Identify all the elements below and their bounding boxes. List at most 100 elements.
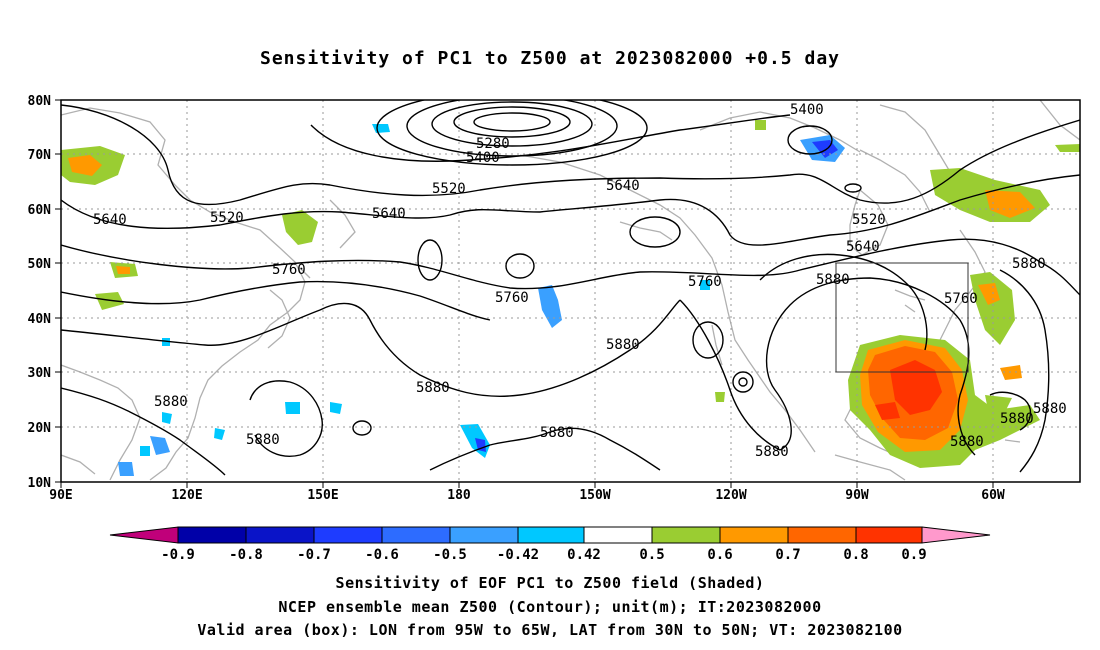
map-frame [60, 99, 1081, 483]
negative-shading-region [475, 438, 486, 452]
positive-shading-region [1055, 144, 1080, 152]
lon-label: 60W [981, 488, 1005, 503]
colorbar-label: 0.6 [707, 547, 732, 563]
positive-shading-region [875, 402, 900, 420]
positive-shading-region [715, 392, 725, 402]
contour-label: 5880 [950, 434, 984, 450]
positive-shading-region [985, 395, 1012, 412]
negative-shading-region [538, 285, 562, 328]
contour-label: 5880 [154, 394, 188, 410]
colorbar-cell [449, 526, 519, 544]
positive-shading-region [755, 120, 766, 130]
negative-shading-region [118, 462, 134, 476]
positive-shading-region [978, 283, 1000, 305]
colorbar-label: -0.7 [297, 547, 331, 563]
lat-label: 40N [28, 312, 52, 327]
positive-shading-region [116, 266, 130, 274]
colorbar-cell [651, 526, 721, 544]
lon-label: 120E [171, 488, 202, 503]
contour-label: 5640 [93, 212, 127, 228]
contour-label: 5880 [816, 272, 850, 288]
lon-label: 180 [447, 488, 471, 503]
axis-ticks [55, 99, 994, 488]
contour-label: 5520 [852, 212, 886, 228]
contour-label: 5640 [372, 206, 406, 222]
caption-line-3: Valid area (box): LON from 95W to 65W, L… [197, 621, 903, 639]
lat-label: 10N [28, 476, 52, 491]
contour-label: 5880 [1033, 401, 1067, 417]
colorbar-cell [787, 526, 857, 544]
colorbar-cell [855, 526, 923, 544]
contour-label: 5280 [476, 136, 510, 152]
negative-shading-region [162, 412, 172, 424]
colorbar-label: 0.8 [843, 547, 868, 563]
colorbar-label: 0.7 [775, 547, 800, 563]
contour-label: 5520 [210, 210, 244, 226]
negative-shading-region [285, 402, 300, 414]
graticule [61, 100, 1080, 482]
lon-label: 90W [845, 488, 869, 503]
negative-shading-region [162, 338, 170, 346]
colorbar-cell [381, 526, 451, 544]
contour-label: 5880 [1000, 411, 1034, 427]
positive-shading-region [985, 190, 1035, 218]
caption-line-1: Sensitivity of EOF PC1 to Z500 field (Sh… [335, 574, 765, 592]
contour-label: 5880 [1012, 256, 1046, 272]
colorbar-label: -0.5 [433, 547, 467, 563]
contour-label: 5400 [466, 150, 500, 166]
lon-label: 150E [307, 488, 338, 503]
contour-label: 5760 [688, 274, 722, 290]
lon-label: 150W [579, 488, 610, 503]
lat-label: 60N [28, 203, 52, 218]
positive-shading-region [282, 210, 318, 245]
lat-label: 20N [28, 421, 52, 436]
caption-line-2: NCEP ensemble mean Z500 (Contour); unit(… [278, 598, 822, 616]
negative-shading-region [150, 436, 170, 455]
colorbar-cell [109, 526, 179, 544]
contour-label: 5640 [606, 178, 640, 194]
colorbar-label: -0.42 [497, 547, 539, 563]
plot-title: Sensitivity of PC1 to Z500 at 2023082000… [259, 48, 840, 69]
positive-shading-region [68, 155, 102, 176]
contour-label: 5760 [495, 290, 529, 306]
colorbar-label: -0.9 [161, 547, 195, 563]
lon-label: 90E [49, 488, 72, 503]
negative-shading-region [330, 402, 342, 414]
contour-label: 5520 [432, 181, 466, 197]
colorbar-label: -0.6 [365, 547, 399, 563]
colorbar-cell [719, 526, 789, 544]
colorbar-label: 0.5 [639, 547, 664, 563]
negative-shading-region [700, 280, 710, 290]
contour-label: 5880 [246, 432, 280, 448]
colorbar-label: 0.42 [567, 547, 601, 563]
contour-label: 5400 [790, 102, 824, 118]
contour-label: 5640 [846, 239, 880, 255]
contour-label: 5880 [606, 337, 640, 353]
lat-label: 30N [28, 366, 52, 381]
colorbar [109, 526, 991, 544]
contour-label: 5880 [416, 380, 450, 396]
contour-label: 5760 [272, 262, 306, 278]
contour-label: 5760 [944, 291, 978, 307]
lon-label: 120W [715, 488, 746, 503]
colorbar-cell [245, 526, 315, 544]
negative-shading-region [214, 428, 225, 440]
colorbar-cell [583, 526, 653, 544]
colorbar-cell [921, 526, 991, 544]
positive-shading-region [890, 360, 942, 415]
colorbar-cell [517, 526, 585, 544]
contour-label: 5880 [540, 425, 574, 441]
valid-area-box [835, 262, 969, 373]
colorbar-cell [313, 526, 383, 544]
lat-label: 50N [28, 257, 52, 272]
contour-label: 5880 [755, 444, 789, 460]
colorbar-cell [177, 526, 247, 544]
sensitivity-shading [61, 120, 1080, 476]
contour-labels: 5400 5280 5400 5520 5640 5520 5640 5640 … [93, 102, 1067, 460]
colorbar-label: 0.9 [901, 547, 926, 563]
lat-label: 70N [28, 148, 52, 163]
colorbar-label: -0.8 [229, 547, 263, 563]
positive-shading-region [95, 292, 124, 310]
lat-label: 80N [28, 94, 52, 109]
